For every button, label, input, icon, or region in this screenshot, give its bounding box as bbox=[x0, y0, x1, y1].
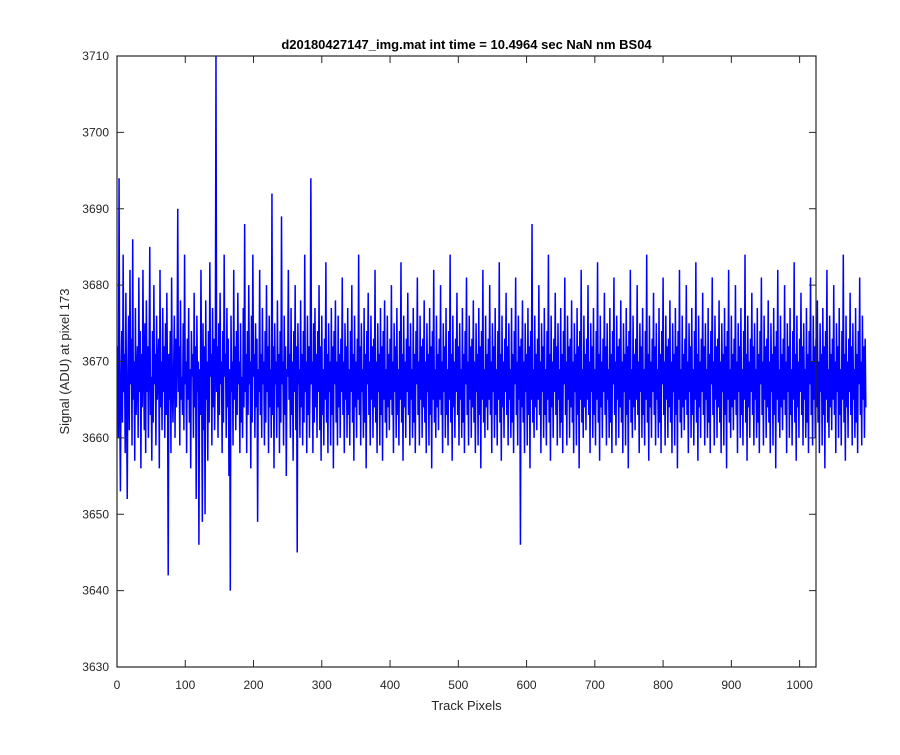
x-tick-label: 200 bbox=[244, 678, 264, 692]
x-tick-label: 400 bbox=[380, 678, 400, 692]
y-tick-label: 3690 bbox=[82, 202, 109, 216]
y-tick-label: 3650 bbox=[82, 507, 109, 521]
y-axis-label: Signal (ADU) at pixel 173 bbox=[57, 289, 72, 435]
chart-title: d20180427147_img.mat int time = 10.4964 … bbox=[281, 37, 652, 52]
y-tick-label: 3710 bbox=[82, 49, 109, 63]
y-tick-label: 3680 bbox=[82, 278, 109, 292]
x-tick-label: 800 bbox=[653, 678, 673, 692]
x-tick-label: 1000 bbox=[786, 678, 813, 692]
x-tick-label: 300 bbox=[312, 678, 332, 692]
x-tick-label: 100 bbox=[175, 678, 195, 692]
y-tick-label: 3640 bbox=[82, 584, 109, 598]
x-tick-label: 500 bbox=[448, 678, 468, 692]
x-tick-label: 0 bbox=[114, 678, 121, 692]
y-tick-label: 3660 bbox=[82, 431, 109, 445]
axes-layer: 0 100 200 300 400 500 600 700 800 900 1000 3630 3640… bbox=[82, 49, 817, 692]
x-tick-label: 600 bbox=[517, 678, 537, 692]
x-axis-label: Track Pixels bbox=[431, 698, 502, 713]
x-tick-label: 900 bbox=[721, 678, 741, 692]
y-tick-label: 3630 bbox=[82, 660, 109, 674]
x-tick-label: 700 bbox=[585, 678, 605, 692]
series-line-0 bbox=[116, 55, 867, 591]
y-tick-label: 3670 bbox=[82, 355, 109, 369]
data-layer bbox=[116, 55, 867, 591]
y-tick-label: 3700 bbox=[82, 125, 109, 139]
